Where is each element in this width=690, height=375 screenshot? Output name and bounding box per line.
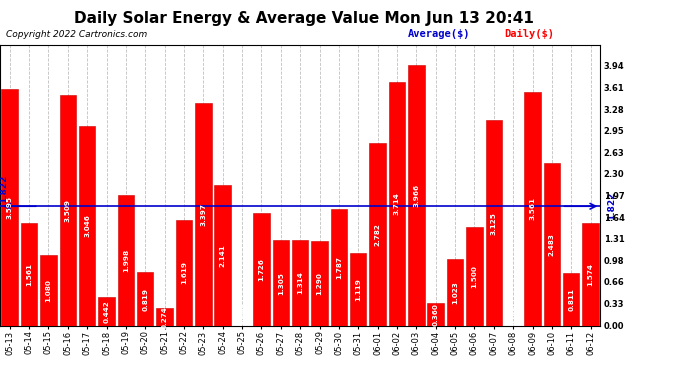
- Bar: [98, 297, 115, 326]
- Text: 1.314: 1.314: [297, 272, 303, 294]
- Text: 0.98: 0.98: [604, 257, 624, 266]
- Text: 2.782: 2.782: [375, 223, 381, 246]
- Bar: [195, 102, 212, 326]
- Text: Daily($): Daily($): [504, 29, 554, 39]
- Bar: [331, 209, 347, 326]
- Bar: [40, 255, 57, 326]
- Bar: [292, 240, 308, 326]
- Text: 1.574: 1.574: [588, 263, 593, 286]
- Text: 2.483: 2.483: [549, 233, 555, 256]
- Text: 1.822: 1.822: [0, 175, 8, 203]
- Text: 3.714: 3.714: [394, 192, 400, 215]
- Bar: [544, 163, 560, 326]
- Text: 1.726: 1.726: [259, 258, 264, 281]
- Bar: [524, 92, 541, 326]
- Bar: [59, 95, 76, 326]
- Bar: [582, 223, 599, 326]
- Text: 1.561: 1.561: [26, 263, 32, 286]
- Bar: [79, 126, 95, 326]
- Text: 3.509: 3.509: [65, 199, 71, 222]
- Text: 3.61: 3.61: [604, 84, 624, 93]
- Bar: [388, 82, 405, 326]
- Bar: [157, 308, 172, 326]
- Bar: [563, 273, 580, 326]
- Text: 1.080: 1.080: [46, 279, 52, 302]
- Bar: [137, 272, 153, 326]
- Text: 3.125: 3.125: [491, 212, 497, 235]
- Text: 0.274: 0.274: [161, 306, 168, 328]
- Text: 1.119: 1.119: [355, 278, 362, 301]
- Text: 0.819: 0.819: [142, 288, 148, 311]
- Text: Copyright 2022 Cartronics.com: Copyright 2022 Cartronics.com: [6, 30, 147, 39]
- Text: 0.360: 0.360: [433, 303, 439, 326]
- Text: 0.000: 0.000: [239, 302, 245, 325]
- Text: 0.66: 0.66: [604, 278, 624, 287]
- Bar: [253, 213, 270, 326]
- Text: 1.023: 1.023: [452, 281, 458, 304]
- Bar: [408, 65, 424, 326]
- Text: 3.046: 3.046: [84, 214, 90, 237]
- Text: 0.000: 0.000: [510, 302, 516, 325]
- Text: 2.95: 2.95: [604, 128, 624, 136]
- Bar: [311, 241, 328, 326]
- Text: 1.64: 1.64: [604, 214, 624, 223]
- Text: 3.94: 3.94: [604, 62, 624, 71]
- Text: 1.305: 1.305: [278, 272, 284, 295]
- Bar: [369, 143, 386, 326]
- Text: 0.442: 0.442: [104, 300, 110, 323]
- Bar: [350, 252, 366, 326]
- Bar: [273, 240, 289, 326]
- Text: 0.811: 0.811: [569, 288, 574, 311]
- Text: 1.998: 1.998: [123, 249, 129, 272]
- Text: 1.619: 1.619: [181, 261, 187, 284]
- Text: 0.00: 0.00: [604, 322, 624, 331]
- Bar: [428, 303, 444, 326]
- Bar: [486, 120, 502, 326]
- Text: Daily Solar Energy & Average Value Mon Jun 13 20:41: Daily Solar Energy & Average Value Mon J…: [74, 11, 533, 26]
- Text: 2.63: 2.63: [604, 148, 624, 158]
- Bar: [176, 220, 193, 326]
- Text: 1.500: 1.500: [471, 266, 477, 288]
- Text: 1.31: 1.31: [604, 236, 624, 244]
- Text: 3.966: 3.966: [413, 184, 420, 207]
- Text: 1.822: 1.822: [607, 192, 616, 220]
- Text: Average($): Average($): [408, 29, 471, 39]
- Text: 3.561: 3.561: [529, 198, 535, 220]
- Text: 1.290: 1.290: [317, 272, 322, 295]
- Text: 1.97: 1.97: [604, 192, 624, 201]
- Text: 2.30: 2.30: [604, 170, 624, 179]
- Text: 3.595: 3.595: [7, 196, 12, 219]
- Text: 3.28: 3.28: [604, 106, 624, 115]
- Bar: [21, 224, 37, 326]
- Bar: [1, 90, 18, 326]
- Bar: [117, 195, 134, 326]
- Text: 0.33: 0.33: [604, 300, 624, 309]
- Bar: [447, 259, 463, 326]
- Bar: [215, 185, 231, 326]
- Text: 3.397: 3.397: [200, 203, 206, 226]
- Text: 1.787: 1.787: [336, 256, 342, 279]
- Text: 2.141: 2.141: [219, 244, 226, 267]
- Bar: [466, 228, 483, 326]
